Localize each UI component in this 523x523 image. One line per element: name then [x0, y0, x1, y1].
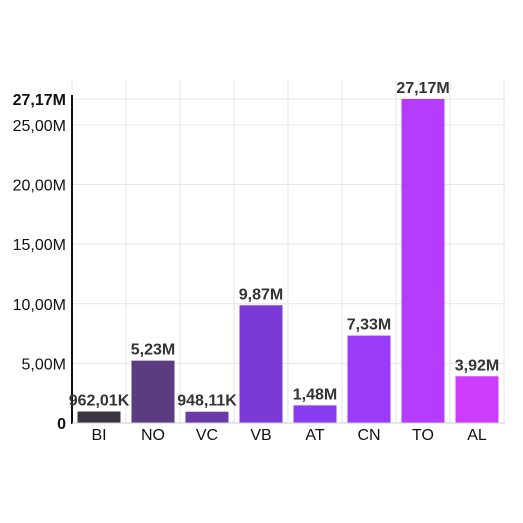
x-tick-label: VC	[196, 427, 218, 444]
data-label: 27,17M	[396, 80, 449, 97]
x-tick-label: NO	[141, 427, 165, 444]
y-tick-label: 0	[57, 416, 66, 433]
bars-layer	[77, 99, 499, 423]
bar-at	[293, 405, 337, 423]
y-tick-label: 5,00M	[22, 356, 66, 373]
axis-layer	[71, 95, 505, 424]
x-tick-label: VB	[250, 427, 271, 444]
bar-vb	[239, 305, 283, 423]
bar-vc	[185, 411, 229, 423]
bar-al	[455, 376, 499, 423]
data-label: 962,01K	[69, 393, 130, 410]
y-tick-label: 15,00M	[13, 237, 66, 254]
data-label: 5,23M	[131, 342, 175, 359]
y-tick-label: 25,00M	[13, 118, 66, 135]
x-tick-label: TO	[412, 427, 434, 444]
x-tick-label: AL	[467, 427, 487, 444]
data-label: 948,11K	[177, 393, 237, 410]
labels-layer: 0 5,00M 10,00M 15,00M 20,00M 25,00M 27,17M 962,…	[13, 80, 500, 444]
data-label: 9,87M	[239, 286, 283, 303]
y-tick-label: 10,00M	[13, 297, 66, 314]
bar-cn	[347, 335, 391, 423]
x-tick-label: AT	[305, 427, 324, 444]
x-tick-label: BI	[91, 427, 106, 444]
data-label: 1,48M	[293, 386, 337, 403]
y-tick-label: 20,00M	[13, 178, 66, 195]
bar-no	[131, 360, 175, 423]
data-label: 7,33M	[347, 317, 391, 334]
bar-bi	[77, 411, 121, 423]
x-tick-label: CN	[357, 427, 380, 444]
bar-to	[401, 99, 445, 423]
data-label: 3,92M	[455, 357, 499, 374]
y-max-label: 27,17M	[13, 92, 66, 109]
